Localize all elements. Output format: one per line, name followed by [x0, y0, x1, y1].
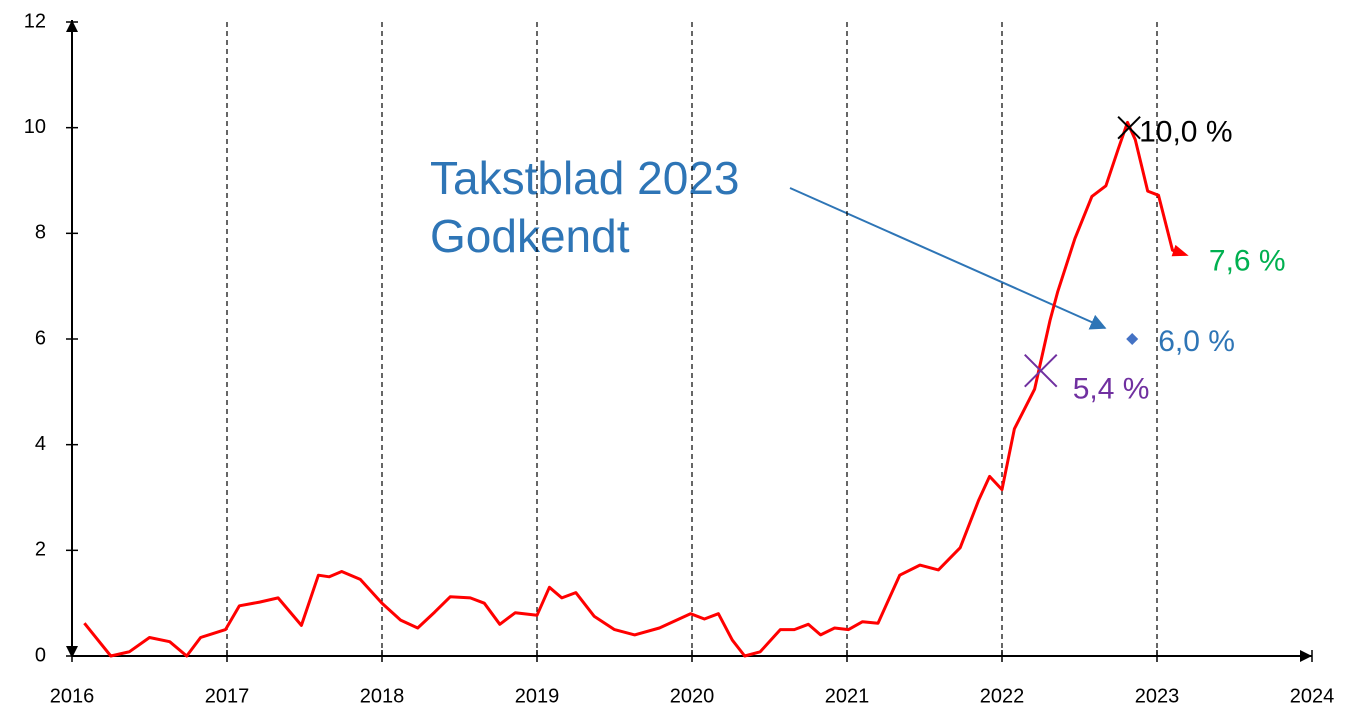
point-marker: [1126, 333, 1139, 345]
y-axis-arrow: [66, 20, 78, 32]
x-axis-arrow: [1300, 650, 1312, 662]
y-tick-label: 8: [35, 222, 46, 244]
x-tick-label: 2023: [1135, 685, 1180, 707]
x-tick-label: 2017: [205, 685, 250, 707]
x-tick-label: 2018: [360, 685, 405, 707]
line-arrow: [1171, 244, 1189, 257]
x-tick-label: 2019: [515, 685, 560, 707]
value-label: 5,4 %: [1073, 373, 1150, 406]
annotation: Takstblad 2023: [430, 152, 739, 204]
x-tick-label: 2016: [50, 685, 95, 707]
x-tick-label: 2024: [1290, 685, 1335, 707]
value-label: 10,0 %: [1139, 116, 1232, 149]
x-tick-label: 2021: [825, 685, 870, 707]
y-tick-label: 12: [24, 10, 46, 32]
point-marker: [1024, 353, 1058, 388]
y-tick-label: 10: [24, 116, 46, 138]
x-tick-label: 2020: [670, 685, 715, 707]
y-axis-arrow: [66, 646, 78, 658]
value-label: 7,6 %: [1209, 244, 1286, 277]
y-tick-label: 0: [35, 644, 46, 666]
annotation: Godkendt: [430, 210, 630, 262]
x-tick-label: 2022: [980, 685, 1025, 707]
y-tick-label: 2: [35, 539, 46, 561]
point-marker: [1117, 115, 1141, 140]
annotation-arrow: [789, 187, 1107, 330]
value-label: 6,0 %: [1158, 325, 1235, 358]
line: [83, 120, 1186, 658]
y-tick-label: 6: [35, 327, 46, 349]
y-tick-label: 4: [35, 433, 46, 455]
